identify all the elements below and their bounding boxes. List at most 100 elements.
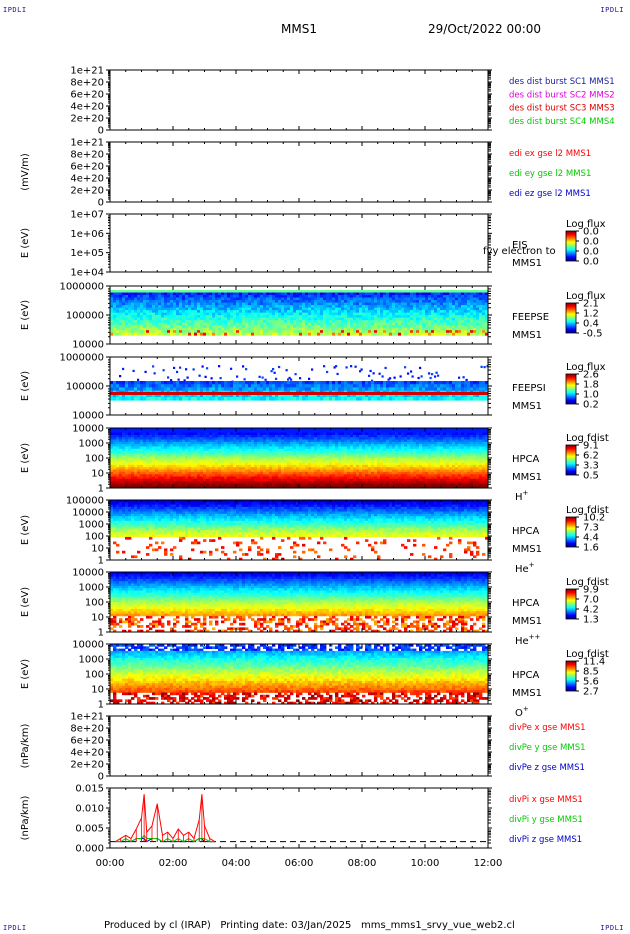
spectrogram-cell (401, 317, 405, 321)
spectrogram-cell (134, 332, 138, 336)
spectrogram-cell (218, 430, 222, 434)
spectrogram-cell (362, 397, 366, 401)
spectrogram-cell (143, 332, 147, 336)
spectrogram-cell (239, 471, 243, 475)
spectrogram-cell (263, 325, 267, 329)
spectrogram-cell (353, 315, 357, 319)
spectrogram-cell (161, 325, 165, 329)
spectrogram-cell (170, 310, 174, 314)
spectrogram-cell (128, 320, 132, 324)
spectrogram-cell (215, 292, 219, 296)
spectrogram-cell (239, 302, 243, 306)
spectrogram-cell (188, 451, 192, 454)
spectrogram-cell (125, 453, 129, 457)
spectrogram-cell (398, 315, 402, 319)
spectrogram-cell (188, 317, 192, 321)
spectrogram-cell (140, 476, 144, 480)
spectrogram-cell (212, 428, 216, 431)
spectrogram-cell (389, 322, 393, 326)
spectrogram-cell (266, 327, 270, 331)
spectrogram-cell (206, 317, 210, 321)
spectrogram-cell (131, 458, 135, 461)
spectrogram-cell (434, 327, 438, 331)
spectrogram-cell (152, 315, 156, 319)
spectrogram-cell (257, 300, 261, 303)
spectrogram-cell (161, 310, 165, 314)
spectrogram-cell (152, 451, 156, 454)
spectrogram-cell (149, 295, 153, 298)
spectrogram-cell (191, 302, 195, 306)
spectrogram-cell (443, 320, 447, 324)
spectrogram-cell (200, 485, 204, 488)
spectrogram-cell (335, 397, 339, 401)
spectrogram-cell (440, 317, 444, 321)
spectrogram-cell (144, 370, 147, 373)
spectrogram-cell (437, 322, 441, 326)
spectrogram-cell (230, 393, 234, 398)
spectrogram-cell (329, 305, 333, 308)
spectrogram-cell (209, 300, 213, 303)
spectrogram-cell (311, 297, 315, 301)
spectrogram-cell (344, 325, 348, 329)
spectrogram-cell (131, 320, 135, 324)
legend-entry: des dist burst SC1 MMS1 (509, 77, 615, 87)
spectrogram-cell (245, 460, 249, 464)
spectrogram-cell (344, 320, 348, 324)
spectrogram-cell (377, 315, 381, 319)
spectrogram-cell (161, 317, 165, 321)
spectrogram-cell (476, 317, 480, 321)
spectrogram-cell (275, 307, 279, 311)
spectrogram-cell (380, 387, 384, 391)
spectrogram-cell (425, 292, 429, 296)
spectrogram-cell (191, 464, 195, 468)
spectrogram-cell (200, 307, 204, 311)
spectrogram-cell (128, 393, 132, 398)
spectrogram-cell (317, 384, 321, 388)
spectrogram-cell (158, 307, 162, 311)
spectrogram-cell (173, 455, 177, 459)
spectrogram-cell (338, 332, 342, 336)
spectrogram-cell (239, 292, 243, 296)
spectrogram-cell (458, 307, 462, 311)
spectrogram-cell (191, 476, 195, 480)
spectrogram-cell (248, 315, 252, 319)
spectrogram-cell (191, 428, 195, 431)
spectrogram-cell (149, 384, 153, 388)
spectrogram-cell (353, 310, 357, 314)
spectrogram-cell (485, 381, 488, 385)
spectrogram-cell (413, 332, 417, 336)
spectrogram-cell (365, 332, 369, 336)
spectrogram-cell (437, 290, 441, 293)
spectrogram-cell (182, 462, 186, 466)
spectrogram-cell (452, 381, 456, 385)
spectrogram-cell (353, 297, 357, 301)
spectrogram-cell (122, 458, 126, 461)
spectrogram-cell (278, 393, 282, 398)
spectrogram-cell (125, 478, 129, 482)
spectrogram-cell (236, 292, 240, 296)
spectrogram-cell (410, 317, 414, 321)
spectrogram-cell (185, 312, 189, 316)
spectrogram-cell (224, 332, 228, 336)
spectrogram-cell (449, 302, 453, 306)
spectrogram-cell (470, 397, 474, 401)
spectrogram-cell (227, 384, 231, 388)
spectrogram-cell (146, 437, 150, 440)
spectrogram-cell (404, 292, 408, 296)
spectrogram-cell (203, 441, 207, 445)
spectrogram-cell (482, 292, 486, 296)
spectrogram-cell (137, 320, 141, 324)
spectrogram-cell (362, 297, 366, 301)
spectrogram-cell (374, 384, 378, 388)
spectrogram-cell (233, 290, 237, 293)
spectrogram-cell (356, 393, 360, 398)
spectrogram-cell (176, 471, 180, 475)
spectrogram-cell (221, 471, 225, 475)
spectrogram-cell (170, 295, 174, 298)
spectrogram-cell (152, 476, 156, 480)
spectrogram-cell (128, 434, 132, 438)
spectrogram-cell (116, 302, 120, 306)
spectrogram-cell (209, 474, 213, 477)
spectrogram-cell (395, 393, 399, 398)
spectrogram-cell (416, 397, 420, 401)
